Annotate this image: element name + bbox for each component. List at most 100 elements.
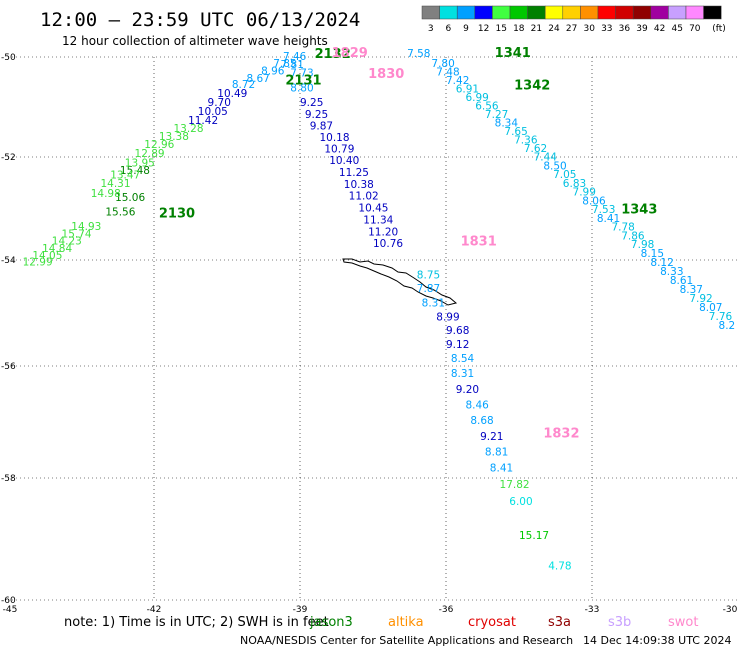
wave-height-value: 8.46 — [465, 400, 489, 412]
wave-height-value: 8.50 — [543, 160, 566, 172]
wave-height-value: 12.99 — [23, 256, 53, 268]
legend-swatch — [527, 5, 546, 20]
wave-height-value: 8.81 — [485, 447, 508, 459]
wave-height-value: 14.05 — [32, 250, 62, 262]
y-tick-label: -50 — [1, 53, 16, 63]
y-tick-label: -56 — [1, 362, 16, 372]
wave-height-value: 9.25 — [300, 97, 323, 109]
wave-height-value: 7.27 — [485, 109, 508, 121]
wave-height-value: 7.92 — [689, 293, 712, 305]
legend-swatch — [580, 5, 599, 20]
wave-height-value: 7.73 — [290, 68, 313, 80]
pass-time-label: 1342 — [514, 79, 550, 94]
wave-height-value: 6.56 — [475, 101, 499, 113]
wave-height-value: 15.56 — [105, 207, 135, 219]
wave-height-value: 9.68 — [446, 325, 469, 337]
wave-height-value: 6.99 — [465, 92, 488, 104]
wave-height-value: 9.25 — [305, 109, 328, 121]
wave-height-value: 15.74 — [62, 228, 92, 240]
wave-height-value: 7.44 — [534, 152, 558, 164]
wave-height-value: 14.23 — [52, 236, 82, 248]
pass-time-label: 2131 — [285, 74, 321, 89]
pass-time-label: 1832 — [543, 427, 579, 442]
legend-label: 3 — [428, 24, 434, 34]
pass-time-label: 1830 — [368, 67, 404, 82]
pass-time-label: 1829 — [332, 46, 368, 61]
wave-height-value: 8.15 — [641, 248, 664, 260]
wave-height-value: 8.37 — [680, 284, 703, 296]
pass-time-label: 1831 — [461, 235, 497, 250]
wave-height-value: 12.96 — [144, 139, 174, 151]
color-legend: 3 6 9 12 15 18 21 24 27 30 33 36 39 42 45 70 (ft) — [421, 5, 726, 34]
wave-height-value: 7.62 — [524, 143, 547, 155]
wave-height-value: 10.18 — [319, 132, 349, 144]
wave-height-value: 12.89 — [135, 148, 165, 160]
legend-swatch — [650, 5, 669, 20]
wave-height-value: 8.06 — [582, 195, 606, 207]
legend-label: 27 — [566, 24, 577, 34]
wave-height-value: 8.41 — [490, 462, 513, 474]
legend-swatch — [456, 5, 476, 20]
pass-time-label: 1341 — [495, 46, 531, 61]
wave-height-value: 9.21 — [480, 431, 503, 443]
wave-height-value: 7.85 — [273, 58, 296, 70]
legend-swatch — [632, 5, 652, 20]
axis-ticks: -45 -42 -39 -36 -33 -30 -50 -52 -54 -56 -58 -60 — [1, 53, 738, 615]
wave-height-value: 6.91 — [456, 84, 479, 96]
wave-height-value: 7.86 — [621, 230, 645, 242]
y-tick-label: -60 — [1, 596, 16, 606]
wave-height-value: 10.38 — [344, 179, 374, 191]
y-tick-label: -54 — [1, 256, 16, 266]
x-tick-label: -45 — [3, 605, 18, 615]
wave-height-value: 14.84 — [42, 243, 72, 255]
wave-height-value: 7.78 — [611, 222, 634, 234]
wave-height-value: 15.06 — [115, 192, 145, 204]
wave-height-value: 13.47 — [110, 170, 140, 182]
wave-height-value: 14.98 — [91, 188, 121, 200]
wave-height-value: 7.80 — [431, 58, 454, 70]
wave-height-value: 15.17 — [519, 530, 549, 542]
legend-swatch — [685, 5, 704, 20]
legend-label: 18 — [513, 24, 525, 34]
wave-height-value: 9.20 — [456, 384, 479, 396]
wave-height-value: 7.53 — [592, 204, 615, 216]
wave-height-value: 9.87 — [310, 121, 333, 133]
pass-time-label: 2132 — [315, 47, 351, 62]
wave-height-value: 15.48 — [120, 165, 150, 177]
legend-unit: (ft) — [712, 24, 726, 34]
legend-label: 21 — [531, 24, 542, 34]
wave-height-value: 8.33 — [660, 266, 683, 278]
wave-height-value: 10.40 — [329, 155, 359, 167]
x-tick-label: -30 — [723, 605, 738, 615]
wave-height-value: 8.72 — [232, 79, 255, 91]
pass-time-label: 2130 — [159, 206, 195, 221]
wave-height-value: 7.99 — [573, 187, 596, 199]
legend-swatch — [615, 5, 634, 20]
legend-swatch — [703, 5, 722, 20]
wave-height-value: 8.07 — [699, 302, 722, 314]
wave-height-value: 7.48 — [436, 67, 459, 79]
legend-swatch — [562, 5, 581, 20]
south-georgia-island — [342, 258, 458, 306]
wave-height-value: 7.76 — [709, 311, 733, 323]
legend-swatch — [668, 5, 687, 20]
wave-height-value: 7.65 — [504, 126, 527, 138]
legend-label: 15 — [495, 24, 506, 34]
wave-height-value: 8.2 — [719, 320, 736, 332]
timestamp-text: 14 Dec 14:09:38 UTC 2024 — [583, 634, 731, 647]
legend-label: 24 — [548, 24, 560, 34]
wave-height-value: 8.12 — [650, 257, 673, 269]
legend-label: 30 — [583, 24, 595, 34]
wave-height-value: 6.83 — [563, 178, 586, 190]
page-title: 12:00 — 23:59 UTC 06/13/2024 — [40, 9, 360, 31]
wave-height-value: 9.70 — [208, 97, 231, 109]
wave-height-value: 8.80 — [290, 83, 313, 95]
wave-height-value: 8.75 — [417, 270, 440, 282]
legend-label: 70 — [689, 24, 701, 34]
wave-height-value: 11.42 — [188, 115, 218, 127]
wave-height-value: 9.12 — [446, 339, 469, 351]
wave-height-value: 10.05 — [198, 106, 228, 118]
wave-height-value: 13.28 — [173, 123, 203, 135]
wave-height-value: 8.31 — [451, 368, 474, 380]
